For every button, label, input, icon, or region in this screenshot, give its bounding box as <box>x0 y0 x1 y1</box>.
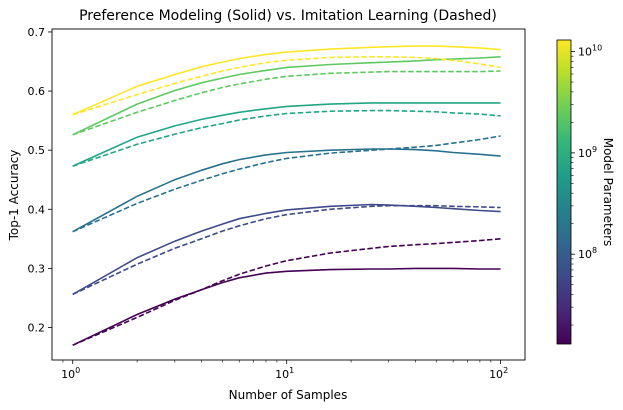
series-line-8 <box>72 56 501 136</box>
y-axis: 0.2 0.3 0.4 0.5 0.6 0.7 <box>28 26 52 334</box>
colorbar-label: Model Parameters <box>601 138 615 247</box>
series-line-10 <box>72 45 501 116</box>
y-tick-label: 0.7 <box>28 26 46 39</box>
colorbar-ticks: 108 109 1010 <box>571 44 602 326</box>
series-line-2 <box>72 203 501 296</box>
y-tick-label: 0.5 <box>28 144 46 157</box>
chart-title: Preference Modeling (Solid) vs. Imitatio… <box>79 8 497 24</box>
series-line-9 <box>72 70 501 136</box>
series-line-0 <box>72 267 501 346</box>
series-line-1 <box>72 238 501 346</box>
y-axis-label: Top-1 Accuracy <box>7 150 21 242</box>
series-line-7 <box>72 109 501 167</box>
series-line-6 <box>72 102 501 167</box>
plot-frame <box>51 28 526 361</box>
series-line-11 <box>72 56 501 116</box>
x-tick-label: 101 <box>275 366 294 381</box>
y-tick-label: 0.6 <box>28 85 46 98</box>
y-tick-label: 0.2 <box>28 321 46 334</box>
colorbar <box>556 39 572 345</box>
colorbar-tick-label: 108 <box>578 246 597 261</box>
series-line-3 <box>72 204 501 296</box>
colorbar-tick-label: 109 <box>578 145 597 160</box>
x-axis-label: Number of Samples <box>229 388 348 402</box>
x-axis: 100 101 102 <box>61 360 508 381</box>
y-tick-label: 0.3 <box>28 262 46 275</box>
series-line-5 <box>72 135 501 233</box>
y-tick-label: 0.4 <box>28 203 46 216</box>
x-tick-label: 102 <box>489 366 508 381</box>
colorbar-tick-label: 1010 <box>578 44 602 59</box>
series-lines <box>72 45 501 346</box>
series-line-4 <box>72 148 501 233</box>
x-tick-label: 100 <box>61 366 80 381</box>
